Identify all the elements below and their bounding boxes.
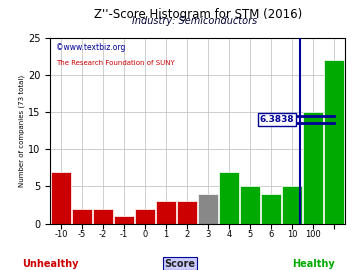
Text: Unhealthy: Unhealthy xyxy=(22,259,78,269)
Bar xyxy=(198,194,218,224)
Bar xyxy=(282,186,302,224)
Bar xyxy=(135,209,155,224)
Text: The Research Foundation of SUNY: The Research Foundation of SUNY xyxy=(56,60,175,66)
Bar xyxy=(72,209,92,224)
Bar xyxy=(93,209,113,224)
Bar xyxy=(219,171,239,224)
Title: Z''-Score Histogram for STM (2016): Z''-Score Histogram for STM (2016) xyxy=(94,8,302,21)
Text: Industry: Semiconductors: Industry: Semiconductors xyxy=(132,16,257,26)
Bar xyxy=(51,171,71,224)
Y-axis label: Number of companies (73 total): Number of companies (73 total) xyxy=(19,75,26,187)
Text: Healthy: Healthy xyxy=(292,259,334,269)
Bar xyxy=(156,201,176,224)
Bar xyxy=(324,60,345,224)
Bar xyxy=(261,194,282,224)
Bar xyxy=(303,112,323,224)
Bar xyxy=(114,216,134,224)
Text: 6.3838: 6.3838 xyxy=(260,115,294,124)
Text: ©www.textbiz.org: ©www.textbiz.org xyxy=(56,43,126,52)
Bar xyxy=(240,186,260,224)
Text: Score: Score xyxy=(165,259,195,269)
Bar xyxy=(177,201,197,224)
